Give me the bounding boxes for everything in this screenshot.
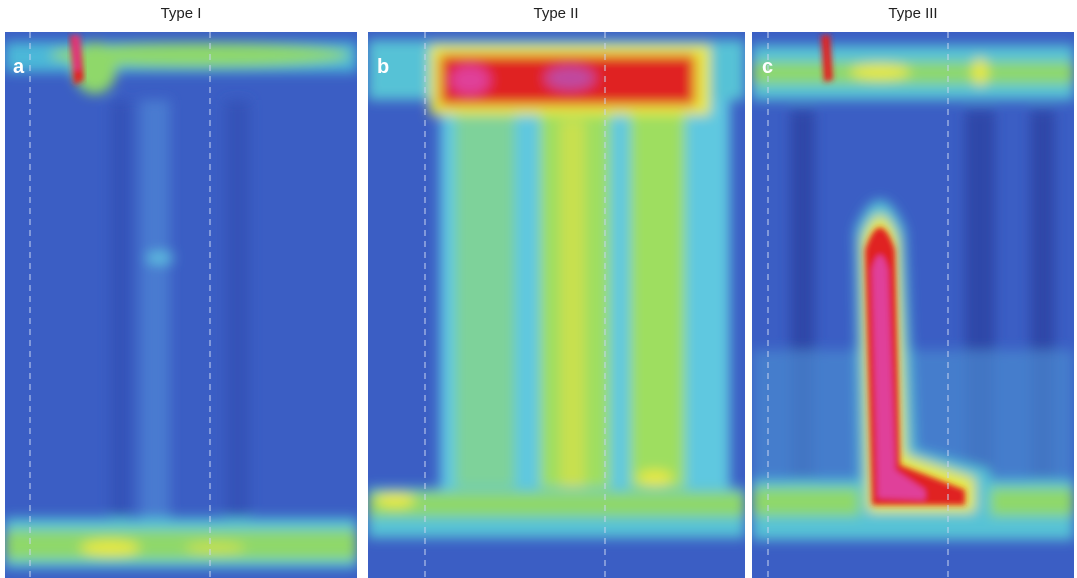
panel-title: Type I bbox=[161, 5, 202, 22]
heatmap-c bbox=[752, 32, 1074, 578]
heatmap-b bbox=[368, 32, 745, 578]
panel-label: a bbox=[13, 56, 25, 78]
panel-label: c bbox=[762, 56, 773, 78]
panel-title: Type III bbox=[888, 5, 937, 22]
heatmap-a bbox=[5, 32, 357, 578]
panel-title: Type II bbox=[533, 5, 578, 22]
figure: Type I Type II Type III a bbox=[0, 0, 1077, 578]
panel-label: b bbox=[377, 56, 389, 78]
